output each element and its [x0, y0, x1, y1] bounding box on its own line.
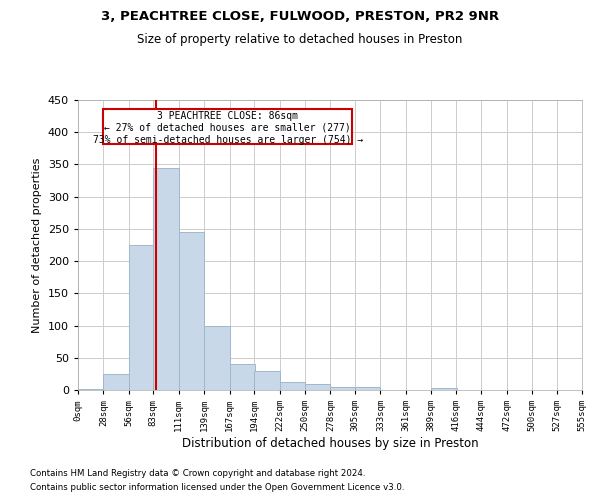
- Bar: [204, 326, 230, 390]
- Bar: [78, 388, 103, 390]
- Bar: [103, 374, 129, 390]
- Text: Size of property relative to detached houses in Preston: Size of property relative to detached ho…: [137, 32, 463, 46]
- X-axis label: Distribution of detached houses by size in Preston: Distribution of detached houses by size …: [182, 437, 478, 450]
- Text: 73% of semi-detached houses are larger (754) →: 73% of semi-detached houses are larger (…: [93, 134, 363, 144]
- Bar: [355, 388, 380, 390]
- Bar: [431, 388, 457, 390]
- Text: 3, PEACHTREE CLOSE, FULWOOD, PRESTON, PR2 9NR: 3, PEACHTREE CLOSE, FULWOOD, PRESTON, PR…: [101, 10, 499, 23]
- Bar: [331, 387, 356, 390]
- Bar: [230, 364, 255, 390]
- Text: ← 27% of detached houses are smaller (277): ← 27% of detached houses are smaller (27…: [104, 123, 351, 133]
- Bar: [280, 382, 305, 390]
- Bar: [129, 245, 154, 390]
- FancyBboxPatch shape: [103, 109, 352, 144]
- Bar: [254, 370, 280, 390]
- Bar: [179, 232, 204, 390]
- Bar: [305, 384, 331, 390]
- Text: Contains HM Land Registry data © Crown copyright and database right 2024.: Contains HM Land Registry data © Crown c…: [30, 468, 365, 477]
- Y-axis label: Number of detached properties: Number of detached properties: [32, 158, 42, 332]
- Text: 3 PEACHTREE CLOSE: 86sqm: 3 PEACHTREE CLOSE: 86sqm: [157, 111, 298, 121]
- Bar: [154, 168, 179, 390]
- Text: Contains public sector information licensed under the Open Government Licence v3: Contains public sector information licen…: [30, 484, 404, 492]
